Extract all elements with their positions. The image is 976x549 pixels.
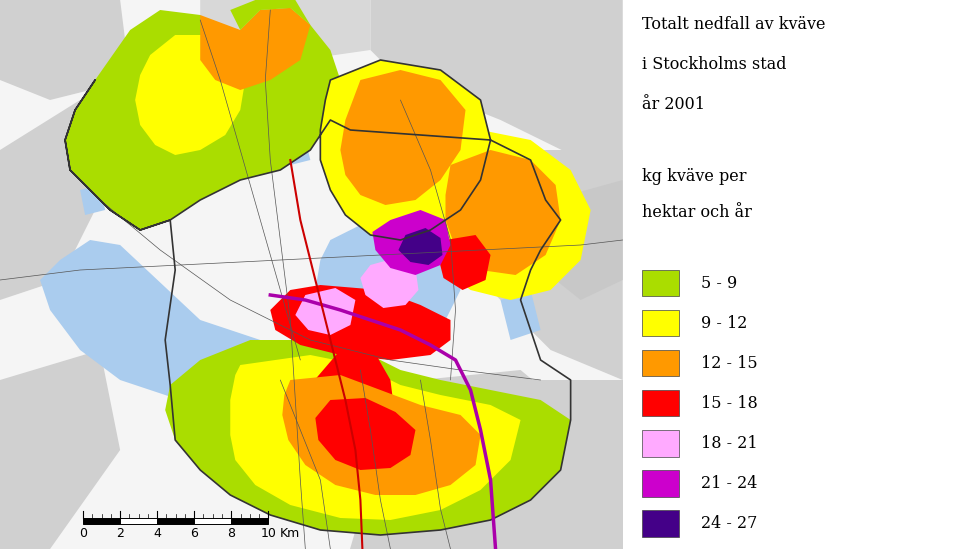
Polygon shape xyxy=(200,8,310,90)
Polygon shape xyxy=(40,240,320,430)
Polygon shape xyxy=(200,0,371,60)
Text: kg kväve per: kg kväve per xyxy=(642,168,747,185)
Polygon shape xyxy=(320,60,491,240)
Text: 15 - 18: 15 - 18 xyxy=(701,395,757,412)
Text: hektar och år: hektar och år xyxy=(642,204,752,221)
Polygon shape xyxy=(230,355,520,520)
Polygon shape xyxy=(341,70,466,205)
Polygon shape xyxy=(270,285,451,360)
FancyBboxPatch shape xyxy=(83,518,120,524)
Polygon shape xyxy=(315,398,416,470)
Text: 12 - 15: 12 - 15 xyxy=(701,355,757,372)
FancyBboxPatch shape xyxy=(642,390,679,417)
Polygon shape xyxy=(165,340,571,535)
Polygon shape xyxy=(421,130,590,300)
Polygon shape xyxy=(305,345,395,465)
Polygon shape xyxy=(371,0,623,180)
Text: Totalt nedfall av kväve: Totalt nedfall av kväve xyxy=(642,16,826,33)
Polygon shape xyxy=(315,220,461,350)
FancyBboxPatch shape xyxy=(194,518,231,524)
Polygon shape xyxy=(480,150,623,380)
Polygon shape xyxy=(373,210,451,275)
Text: år 2001: år 2001 xyxy=(642,96,706,113)
Polygon shape xyxy=(230,0,310,30)
FancyBboxPatch shape xyxy=(157,518,194,524)
Polygon shape xyxy=(398,228,442,265)
Text: 4: 4 xyxy=(153,527,161,540)
FancyBboxPatch shape xyxy=(642,470,679,497)
Text: 10: 10 xyxy=(261,527,276,540)
FancyBboxPatch shape xyxy=(642,270,679,296)
Text: i Stockholms stad: i Stockholms stad xyxy=(642,56,787,73)
Text: 24 - 27: 24 - 27 xyxy=(701,515,757,532)
FancyBboxPatch shape xyxy=(642,430,679,457)
Polygon shape xyxy=(531,180,623,300)
Text: 6: 6 xyxy=(190,527,198,540)
Polygon shape xyxy=(282,375,480,495)
Polygon shape xyxy=(80,185,105,215)
FancyBboxPatch shape xyxy=(120,518,157,524)
Polygon shape xyxy=(0,0,130,100)
FancyBboxPatch shape xyxy=(642,350,679,377)
FancyBboxPatch shape xyxy=(642,310,679,337)
Text: 18 - 21: 18 - 21 xyxy=(701,435,757,452)
Text: 8: 8 xyxy=(227,527,235,540)
Polygon shape xyxy=(501,290,541,340)
Polygon shape xyxy=(0,100,101,300)
FancyBboxPatch shape xyxy=(231,518,268,524)
Text: 9 - 12: 9 - 12 xyxy=(701,315,748,332)
Polygon shape xyxy=(360,258,419,308)
Text: 0: 0 xyxy=(79,527,87,540)
Polygon shape xyxy=(381,370,581,520)
Polygon shape xyxy=(65,8,341,230)
Polygon shape xyxy=(296,288,355,335)
Text: 5 - 9: 5 - 9 xyxy=(701,274,737,292)
Polygon shape xyxy=(445,150,560,275)
Polygon shape xyxy=(350,380,623,549)
Text: 21 - 24: 21 - 24 xyxy=(701,475,757,492)
Text: Km: Km xyxy=(280,527,301,540)
Polygon shape xyxy=(0,350,120,549)
FancyBboxPatch shape xyxy=(642,511,679,537)
Polygon shape xyxy=(438,235,491,290)
Polygon shape xyxy=(0,0,623,549)
Polygon shape xyxy=(135,35,245,155)
Text: 2: 2 xyxy=(116,527,124,540)
Polygon shape xyxy=(280,120,310,165)
